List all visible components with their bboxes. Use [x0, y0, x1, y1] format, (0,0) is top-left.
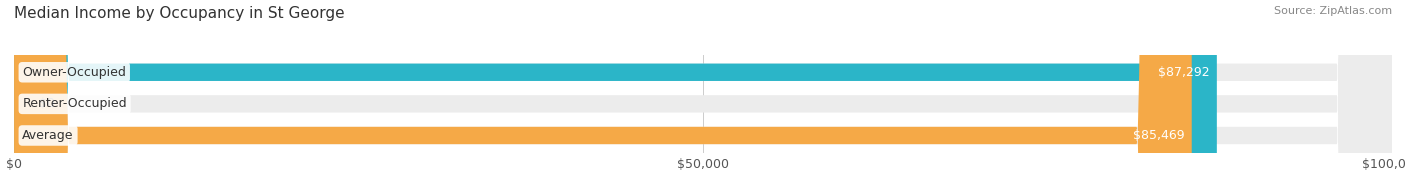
Text: $85,469: $85,469	[1133, 129, 1185, 142]
Text: Source: ZipAtlas.com: Source: ZipAtlas.com	[1274, 6, 1392, 16]
FancyBboxPatch shape	[14, 0, 1392, 196]
Text: Owner-Occupied: Owner-Occupied	[22, 66, 127, 79]
Text: $0: $0	[39, 97, 55, 110]
Text: Average: Average	[22, 129, 75, 142]
FancyBboxPatch shape	[14, 0, 1192, 196]
FancyBboxPatch shape	[14, 0, 1216, 196]
Text: Median Income by Occupancy in St George: Median Income by Occupancy in St George	[14, 6, 344, 21]
Text: $87,292: $87,292	[1159, 66, 1211, 79]
FancyBboxPatch shape	[14, 0, 1392, 196]
FancyBboxPatch shape	[14, 0, 1392, 196]
Text: Renter-Occupied: Renter-Occupied	[22, 97, 127, 110]
